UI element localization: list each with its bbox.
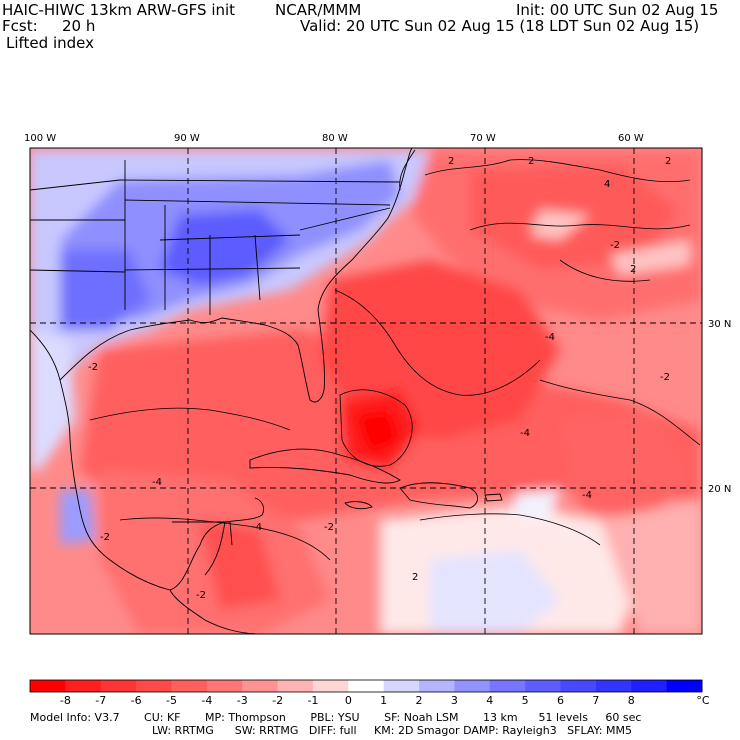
valid-time: Valid: 20 UTC Sun 02 Aug 15 (18 LDT Sun …: [300, 17, 700, 35]
colorbar-tick-label: 5: [521, 694, 529, 707]
colorbar-cell: [595, 680, 632, 692]
map-frame: [29, 147, 703, 635]
field-name: Lifted index: [6, 34, 94, 52]
contour-label: -4: [545, 332, 555, 343]
contour-label-layer: 2 2 2 4 2 -2 -2 -4 -4 -2 -4 -2 -4 -4 -2 …: [88, 156, 671, 601]
model-info-line-1: Model Info: V3.7 CU: KF MP: Thompson PBL…: [30, 711, 642, 724]
contour-label: -2: [324, 522, 334, 533]
contour-label: 2: [630, 264, 636, 275]
colorbar-frame: [29, 679, 703, 693]
colorbar-tick-label: 6: [557, 694, 565, 707]
colorbar-tick-label: -3: [236, 694, 248, 707]
forecast-hour: 20 h: [62, 17, 96, 35]
lon-label: 80 W: [322, 133, 348, 144]
model-info-line-2: LW: RRTMG SW: RRTMG DIFF: full KM: 2D Sm…: [152, 724, 632, 737]
colorbar-cell: [560, 680, 597, 692]
contour-label: -2: [88, 362, 98, 373]
colorbar-tick-label: -6: [130, 694, 142, 707]
colorbar-tick-label: -1: [307, 694, 319, 707]
colorbar-tick-label: -7: [95, 694, 107, 707]
contour-label: 2: [665, 156, 671, 167]
contour-label: 2: [412, 572, 418, 583]
contour-label: -2: [660, 372, 670, 383]
colorbar-cell: [454, 680, 491, 692]
forecast-label: Fcst:: [2, 17, 38, 35]
colorbar-cell: [171, 680, 208, 692]
init-time: Init: 00 UTC Sun 02 Aug 15: [516, 1, 719, 19]
contour-label: 4: [604, 179, 610, 190]
contour-label: -4: [252, 522, 262, 533]
colorbar-cell: [348, 680, 385, 692]
colorbar-cell: [136, 680, 172, 692]
lon-label: 90 W: [174, 133, 200, 144]
contour-label: -4: [582, 490, 592, 501]
colorbar-tick-label: 7: [592, 694, 600, 707]
coastlines: [30, 148, 503, 634]
contour-lines: [89, 159, 701, 561]
colorbar: [29, 679, 703, 693]
contour-label: -4: [152, 477, 162, 488]
contour-label: -2: [196, 590, 206, 601]
lat-label: 30 N: [708, 319, 731, 330]
colorbar-tick-label: 0: [344, 694, 352, 707]
lon-label: 100 W: [24, 133, 56, 144]
contour-label: 2: [528, 156, 534, 167]
colorbar-tick-label: 2: [415, 694, 423, 707]
colorbar-tick-label: -2: [272, 694, 284, 707]
colorbar-tick-label: 3: [450, 694, 458, 707]
longitude-labels: 100 W 90 W 80 W 70 W 60 W: [24, 133, 644, 144]
lon-label: 60 W: [618, 133, 644, 144]
colorbar-cell: [277, 680, 314, 692]
colorbar-tick-label: -5: [165, 694, 177, 707]
lon-label: 70 W: [470, 133, 496, 144]
colorbar-cell: [489, 680, 526, 692]
colorbar-cell: [383, 680, 420, 692]
colorbar-cell: [631, 680, 668, 692]
colorbar-tick-label: 1: [380, 694, 388, 707]
colorbar-unit: °C: [696, 694, 710, 707]
colorbar-cell: [312, 680, 349, 692]
colorbar-cell: [206, 680, 243, 692]
contour-label: 2: [448, 156, 454, 167]
latitude-labels: 30 N 20 N: [708, 319, 731, 495]
graticule: [30, 148, 702, 634]
colorbar-tick-label: -4: [201, 694, 213, 707]
map-field: [30, 148, 702, 634]
model-title: HAIC-HIWC 13km ARW-GFS init: [2, 1, 236, 19]
contour-label: -2: [100, 532, 110, 543]
contour-label: -4: [520, 428, 530, 439]
colorbar-tick-label: -8: [59, 694, 71, 707]
colorbar-cell: [525, 680, 562, 692]
lat-label: 20 N: [708, 484, 731, 495]
colorbar-tick-label: 8: [627, 694, 635, 707]
org-label: NCAR/MMM: [275, 1, 362, 19]
colorbar-cell: [30, 680, 66, 692]
colorbar-cell: [100, 680, 137, 692]
colorbar-cell: [242, 680, 279, 692]
colorbar-tick-label: 4: [486, 694, 494, 707]
contour-label: -2: [610, 240, 620, 251]
colorbar-cell: [419, 680, 455, 692]
colorbar-cell: [65, 680, 102, 692]
colorbar-cell: [666, 680, 703, 692]
